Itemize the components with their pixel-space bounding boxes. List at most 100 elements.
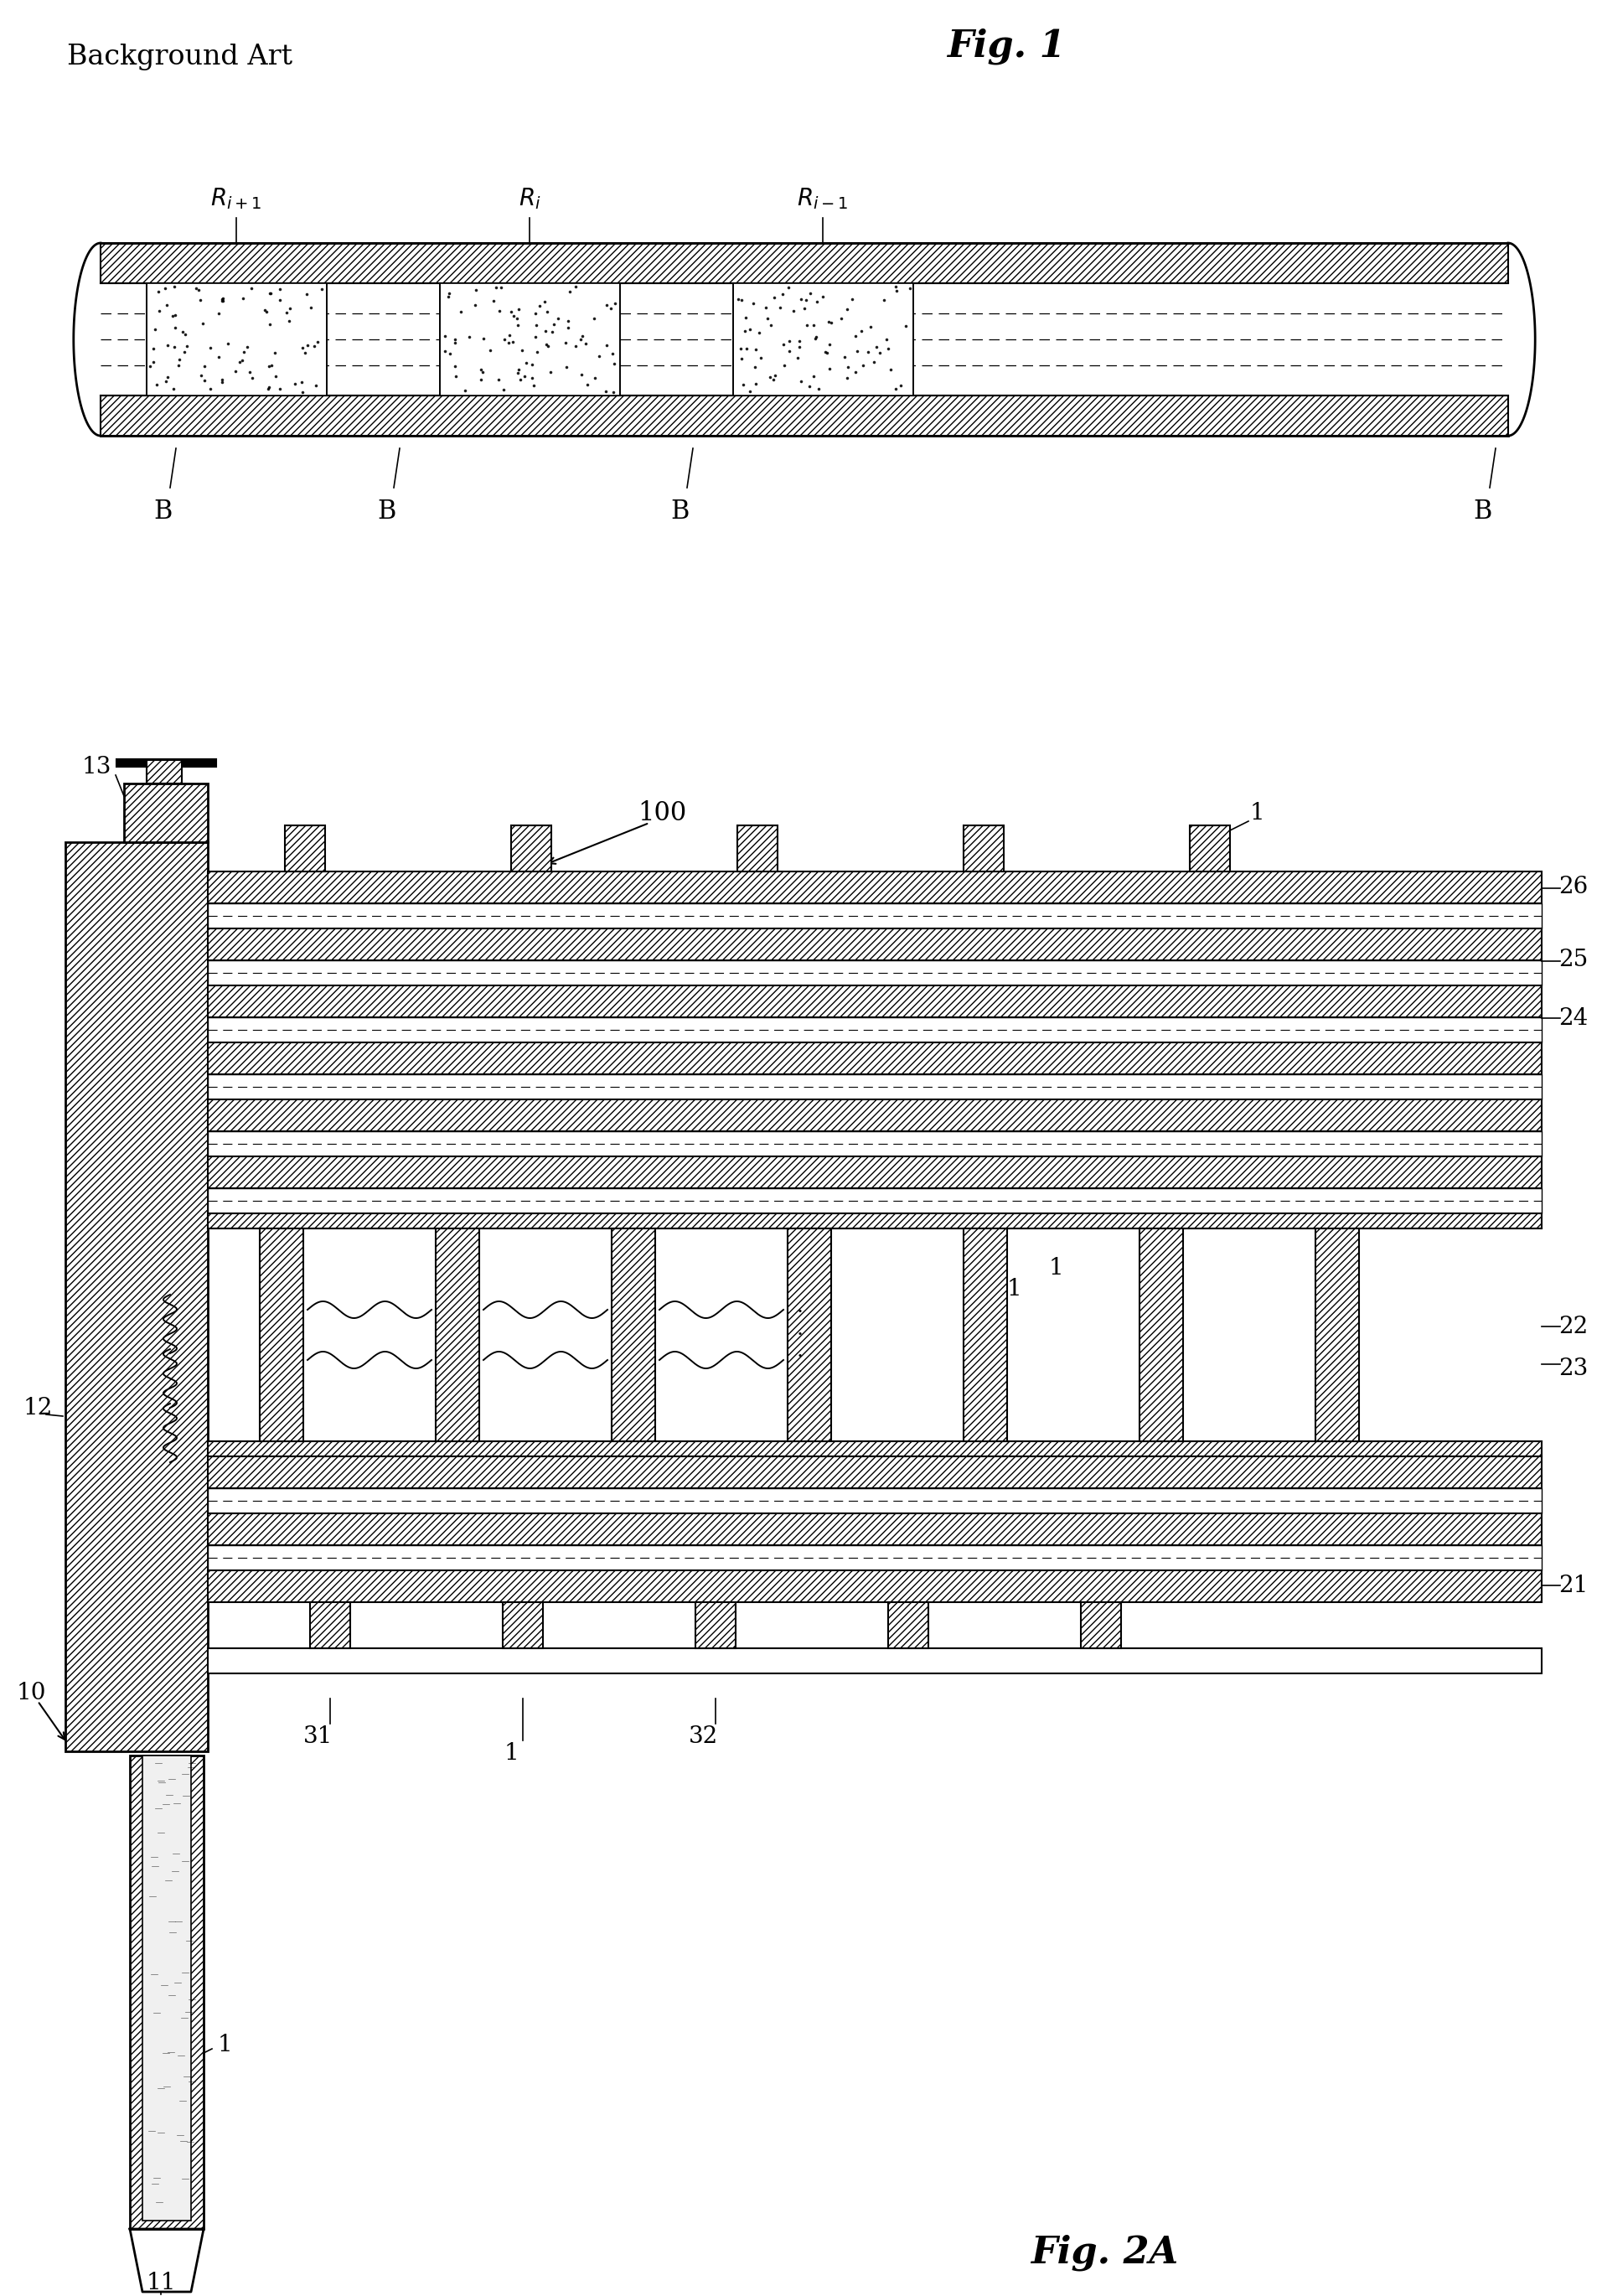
Point — [811, 278, 836, 315]
Text: 23: 23 — [1559, 1357, 1588, 1380]
Bar — [123, 783, 208, 843]
Point — [505, 354, 530, 390]
Point — [263, 358, 288, 395]
Point — [755, 301, 780, 338]
Point — [787, 324, 812, 360]
Point — [521, 367, 546, 404]
Point — [309, 271, 335, 308]
Point — [740, 285, 766, 321]
Point — [144, 367, 170, 404]
Point — [268, 282, 293, 319]
Point — [785, 340, 811, 377]
Point — [535, 328, 561, 365]
Bar — [285, 824, 325, 872]
Point — [277, 289, 303, 326]
Point — [231, 333, 256, 370]
Point — [527, 287, 553, 324]
Point — [535, 294, 561, 331]
Point — [463, 271, 489, 308]
Point — [557, 273, 583, 310]
Point — [162, 328, 187, 365]
Point — [208, 280, 234, 317]
Text: 12: 12 — [24, 1396, 53, 1419]
Point — [481, 282, 506, 319]
Bar — [147, 760, 181, 783]
Point — [303, 367, 328, 404]
Point — [780, 292, 806, 328]
Point — [239, 360, 264, 397]
Point — [804, 282, 830, 319]
Point — [154, 287, 179, 324]
Point — [463, 287, 489, 324]
Point — [141, 344, 167, 381]
Point — [767, 289, 793, 326]
Bar — [734, 282, 913, 395]
Point — [160, 298, 186, 335]
Point — [876, 331, 902, 367]
Text: 1: 1 — [1250, 801, 1264, 824]
Point — [772, 347, 798, 383]
Text: 32: 32 — [689, 1724, 719, 1747]
Text: 22: 22 — [1559, 1316, 1588, 1339]
Point — [143, 312, 168, 349]
Point — [601, 344, 626, 381]
Point — [256, 367, 282, 404]
Text: B: B — [378, 498, 396, 523]
Point — [146, 294, 171, 331]
Point — [453, 372, 479, 409]
Point — [187, 358, 213, 395]
Point — [207, 294, 232, 331]
Point — [883, 269, 908, 305]
Point — [290, 374, 316, 411]
Point — [761, 360, 787, 397]
Text: Background Art: Background Art — [67, 44, 293, 71]
Point — [525, 333, 551, 370]
Point — [274, 294, 300, 331]
Point — [457, 319, 482, 356]
Bar — [1190, 824, 1230, 872]
Point — [582, 360, 607, 397]
Point — [801, 358, 827, 395]
Point — [839, 280, 865, 317]
Point — [252, 292, 277, 328]
Point — [599, 335, 625, 372]
Point — [155, 358, 181, 395]
Point — [533, 326, 559, 363]
Point — [522, 294, 548, 331]
Point — [867, 333, 892, 370]
Point — [743, 365, 769, 402]
Point — [541, 305, 567, 342]
Point — [556, 310, 582, 347]
Point — [509, 333, 535, 370]
Point — [469, 354, 495, 390]
Point — [155, 326, 181, 363]
Point — [569, 356, 594, 393]
Point — [215, 326, 240, 363]
Bar — [147, 282, 327, 395]
Bar — [888, 1603, 928, 1649]
Bar — [208, 1100, 1541, 1132]
Bar — [695, 1603, 735, 1649]
Point — [771, 326, 796, 363]
Point — [734, 298, 759, 335]
Point — [442, 358, 468, 395]
Point — [828, 301, 854, 338]
Point — [282, 365, 308, 402]
Point — [498, 294, 524, 331]
Point — [192, 349, 218, 386]
Point — [489, 269, 514, 305]
Point — [495, 324, 521, 360]
Point — [860, 344, 886, 381]
Bar — [441, 282, 620, 395]
Point — [231, 280, 256, 317]
Point — [601, 374, 626, 411]
Bar — [1315, 1228, 1358, 1442]
Point — [192, 363, 218, 400]
Text: 11: 11 — [146, 2271, 176, 2294]
Point — [758, 358, 783, 395]
Point — [500, 298, 525, 335]
Point — [847, 312, 873, 349]
Point — [484, 269, 509, 305]
Point — [532, 285, 557, 321]
Point — [599, 289, 625, 326]
